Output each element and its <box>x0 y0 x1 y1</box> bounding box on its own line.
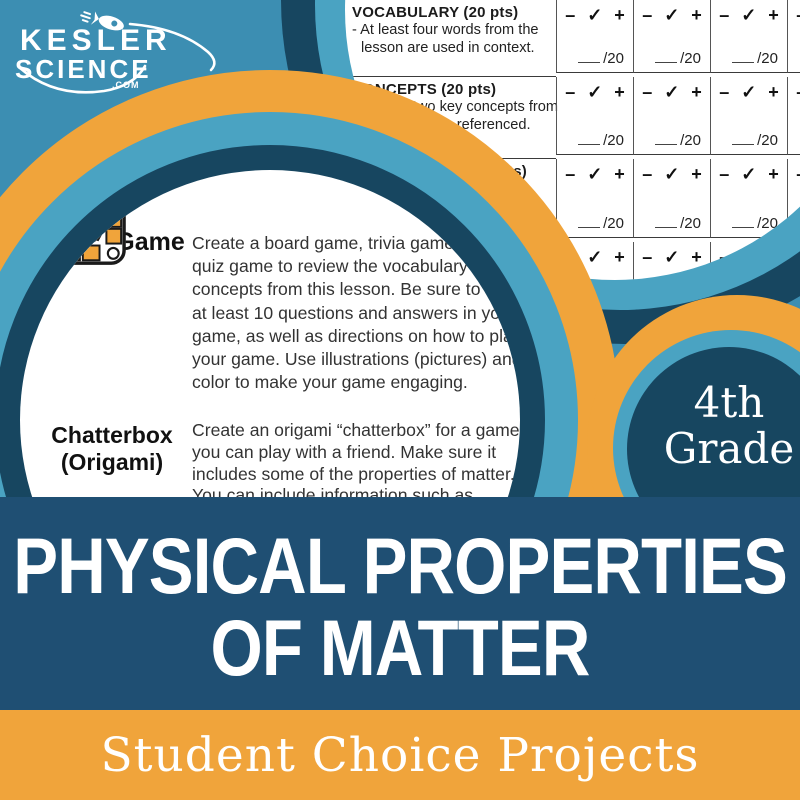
rubric-score: /20 <box>634 50 710 67</box>
score-blank <box>655 132 678 145</box>
rubric-score-cell: – ✓ + /20 <box>710 77 787 155</box>
score-blank <box>732 215 755 228</box>
rubric-marks: – ✓ + <box>788 82 800 103</box>
text-line: game, as well as directions on how to pl… <box>192 325 520 346</box>
score-blank <box>578 132 601 145</box>
rocket-icon <box>80 11 124 31</box>
rubric-marks: – ✓ + <box>788 247 800 268</box>
rubric-marks: – ✓ + <box>719 5 779 25</box>
rubric-score-cell: – ✓ + /20 <box>787 0 800 73</box>
text-line: color to make your game engaging. <box>192 372 468 393</box>
score-blank <box>732 132 755 145</box>
text-line: quiz game to review the vocabulary and <box>192 256 503 277</box>
score-blank <box>578 50 601 63</box>
rubric-score-cell: – ✓ + /20 <box>633 77 710 155</box>
text-line: concepts from this lesson. Be sure to ad… <box>192 279 515 300</box>
rubric-score: /20 <box>557 215 633 232</box>
rubric-score-cell: – ✓ + <box>710 242 787 280</box>
text-line: you can play with a friend. Make sure it <box>192 441 497 462</box>
rubric-score-cell: – ✓ + /20 <box>556 77 633 155</box>
logo-swoosh-arc <box>18 64 147 94</box>
rubric-score-cell: – ✓ + /20 <box>633 159 710 238</box>
kesler-science-logo: KESLER SCIENCE .COM <box>12 8 227 123</box>
logo-text-com: .COM <box>112 80 140 90</box>
rubric-preview-circle: VOCABULARY (20 pts) - At least four word… <box>345 0 800 280</box>
rubric-marks: – ✓ + <box>642 164 702 184</box>
rubric-marks: – ✓ + <box>565 5 625 25</box>
page-title-line2: OF MATTER <box>210 602 590 692</box>
subtitle-banner: Student Choice Projects <box>0 710 800 800</box>
project-chatterbox-label: Chatterbox (Origami) <box>38 422 186 476</box>
rubric-marks: – ✓ + <box>642 82 702 102</box>
rubric-row-line: lesson are used in context. <box>361 40 535 56</box>
rubric-marks: – ✓ + <box>719 82 779 102</box>
rubric-score-cell: – ✓ + <box>787 242 800 280</box>
rubric-score-cell: – ✓ + /20 <box>556 0 633 73</box>
score-blank <box>732 50 755 63</box>
rubric-score: /20 <box>711 132 787 149</box>
rubric-marks: – ✓ + <box>719 164 779 184</box>
rubric-marks: – ✓ + <box>642 247 702 267</box>
score-blank <box>655 215 678 228</box>
rubric-row-line: - At least four words from the <box>352 22 539 38</box>
project-game-label: Game <box>115 228 185 256</box>
rubric-marks: – ✓ + <box>565 164 625 184</box>
logo-orbit-arc <box>128 22 216 72</box>
title-banner: PHYSICAL PROPERTIES OF MATTER <box>0 497 800 710</box>
rubric-score: /20 <box>711 50 787 67</box>
rubric-score: /20 <box>634 132 710 149</box>
rubric-score: /20 <box>557 132 633 149</box>
score-blank <box>655 50 678 63</box>
origami-owl-icon <box>26 172 114 242</box>
subtitle-text: Student Choice Projects <box>100 727 700 783</box>
logo-text-science: SCIENCE <box>15 54 152 84</box>
label-line: (Origami) <box>60 449 164 475</box>
text-line: your game. Use illustrations (pictures) … <box>192 349 520 370</box>
grade-badge-line: 4th <box>693 378 765 427</box>
rubric-score: /20 <box>634 215 710 232</box>
project-game-description: Create a board game, trivia game, or qui… <box>192 232 520 394</box>
rubric-marks: – ✓ + <box>719 247 779 267</box>
rubric-score-cell: – ✓ + /20 <box>710 0 787 73</box>
rubric-marks: – ✓ + <box>565 82 625 102</box>
rubric-score: /20 <box>557 50 633 67</box>
label-line: Chatterbox <box>51 422 173 448</box>
rubric-score-cell: – ✓ + <box>633 242 710 280</box>
text-line: Create a board game, trivia game, or <box>192 233 480 253</box>
rubric-score-cell: – ✓ + /20 <box>787 159 800 238</box>
logo-text-kesler: KESLER <box>20 24 172 57</box>
rubric-marks: – ✓ + <box>788 164 800 185</box>
grade-badge: 4th Grade <box>629 380 800 472</box>
rubric-score-cell: – ✓ + /20 <box>556 159 633 238</box>
text-line: at least 10 questions and answers in you… <box>192 302 516 323</box>
grade-badge-line: Grade <box>663 424 795 473</box>
text-line: includes some of the properties of matte… <box>192 463 515 484</box>
logo-swoosh-and-rocket <box>18 11 216 94</box>
rubric-marks: – ✓ + <box>788 5 800 26</box>
rubric-row-title: VOCABULARY (20 pts) <box>352 4 519 21</box>
rubric-score-cell: – ✓ + /20 <box>633 0 710 73</box>
score-blank <box>578 215 601 228</box>
rubric-score-cell: – ✓ + /20 <box>710 159 787 238</box>
page-title-line1: PHYSICAL PROPERTIES <box>13 520 788 610</box>
rubric-table: VOCABULARY (20 pts) - At least four word… <box>345 0 800 280</box>
rubric-marks: – ✓ + <box>642 5 702 25</box>
rubric-criteria-cell: VOCABULARY (20 pts) - At least four word… <box>345 0 556 77</box>
rubric-score: /20 <box>711 215 787 232</box>
text-line: Create an origami “chatterbox” for a gam… <box>192 420 520 440</box>
rubric-score-cell: – ✓ + /20 <box>787 77 800 155</box>
